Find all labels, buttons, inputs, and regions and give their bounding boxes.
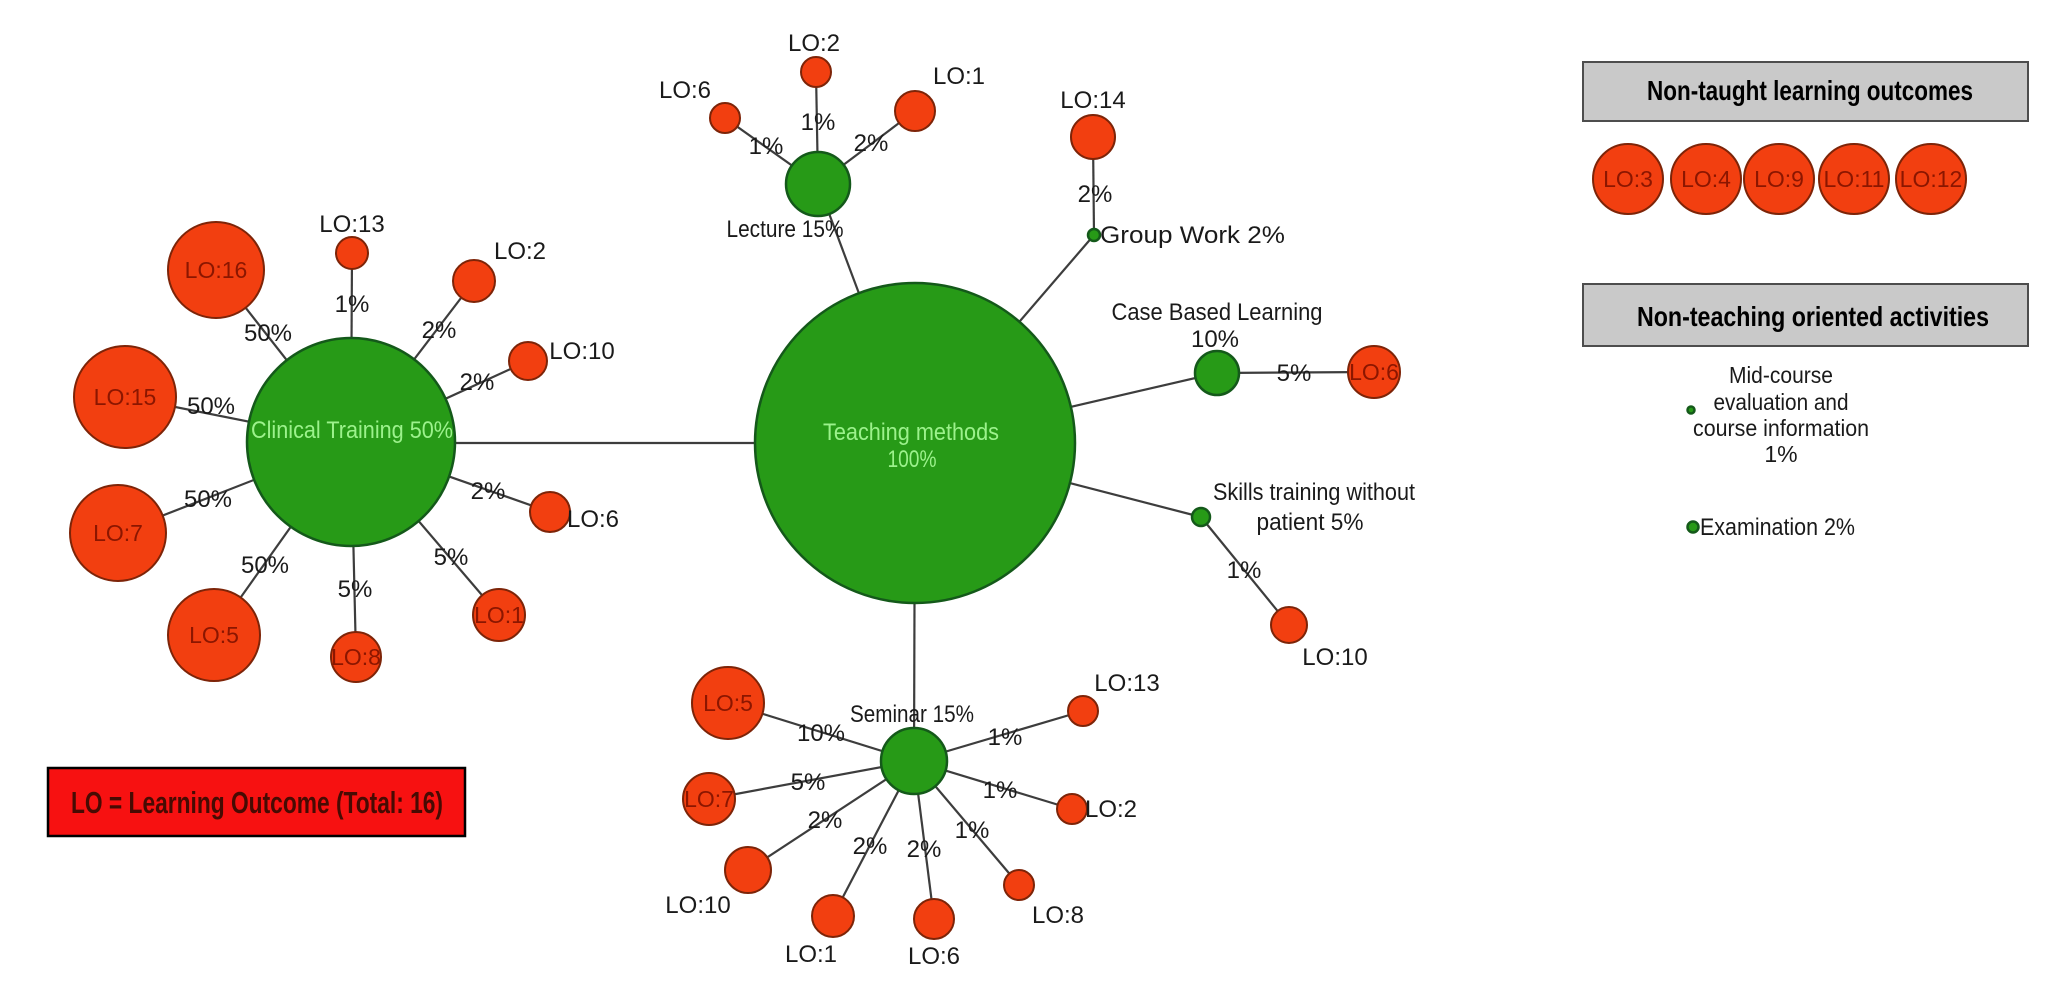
svg-text:2%: 2% bbox=[471, 478, 506, 505]
svg-text:LO:8: LO:8 bbox=[331, 644, 381, 670]
svg-text:LO:2: LO:2 bbox=[788, 30, 840, 57]
svg-text:LO = Learning Outcome (Total:: LO = Learning Outcome (Total: 16) bbox=[71, 785, 443, 820]
svg-text:Clinical Training 50%: Clinical Training 50% bbox=[251, 417, 453, 444]
svg-text:LO:10: LO:10 bbox=[549, 338, 614, 365]
svg-text:LO:2: LO:2 bbox=[1085, 796, 1137, 823]
svg-text:2%: 2% bbox=[808, 807, 843, 834]
svg-text:1%: 1% bbox=[1764, 441, 1797, 467]
svg-text:patient 5%: patient 5% bbox=[1257, 509, 1364, 536]
svg-text:LO:13: LO:13 bbox=[1094, 670, 1159, 697]
svg-text:1%: 1% bbox=[1227, 557, 1262, 584]
svg-text:Mid-course: Mid-course bbox=[1729, 362, 1833, 388]
svg-text:Examination 2%: Examination 2% bbox=[1700, 514, 1855, 541]
svg-text:Skills training without: Skills training without bbox=[1213, 479, 1415, 506]
svg-text:2%: 2% bbox=[460, 369, 495, 396]
svg-text:LO:8: LO:8 bbox=[1032, 902, 1084, 929]
svg-text:5%: 5% bbox=[1277, 360, 1312, 387]
svg-text:LO:5: LO:5 bbox=[189, 622, 239, 648]
svg-text:50%: 50% bbox=[187, 393, 235, 420]
svg-text:Non-taught learning outcomes: Non-taught learning outcomes bbox=[1647, 75, 1973, 106]
svg-text:LO:13: LO:13 bbox=[319, 211, 384, 238]
svg-text:2%: 2% bbox=[422, 317, 457, 344]
svg-text:1%: 1% bbox=[988, 724, 1023, 751]
svg-text:5%: 5% bbox=[791, 769, 826, 796]
svg-text:2%: 2% bbox=[1078, 181, 1113, 208]
svg-text:LO:10: LO:10 bbox=[1302, 644, 1367, 671]
svg-text:LO:6: LO:6 bbox=[1349, 359, 1399, 385]
svg-text:evaluation and: evaluation and bbox=[1714, 389, 1849, 415]
svg-text:5%: 5% bbox=[434, 544, 469, 571]
svg-text:2%: 2% bbox=[907, 836, 942, 863]
svg-text:10%: 10% bbox=[1191, 326, 1239, 353]
svg-text:Non-teaching oriented activiti: Non-teaching oriented activities bbox=[1637, 301, 1989, 332]
svg-text:LO:4: LO:4 bbox=[1681, 166, 1731, 192]
svg-text:Teaching methods: Teaching methods bbox=[823, 419, 999, 446]
svg-text:2%: 2% bbox=[854, 130, 889, 157]
svg-text:LO:15: LO:15 bbox=[94, 384, 157, 410]
svg-text:Case Based Learning: Case Based Learning bbox=[1112, 299, 1323, 326]
svg-text:LO:10: LO:10 bbox=[665, 892, 730, 919]
svg-text:LO:6: LO:6 bbox=[659, 77, 711, 104]
svg-text:50%: 50% bbox=[244, 320, 292, 347]
svg-text:LO:3: LO:3 bbox=[1603, 166, 1653, 192]
svg-text:100%: 100% bbox=[888, 446, 937, 473]
svg-text:LO:2: LO:2 bbox=[494, 238, 546, 265]
svg-text:1%: 1% bbox=[801, 109, 836, 136]
svg-text:LO:7: LO:7 bbox=[93, 520, 143, 546]
svg-text:LO:9: LO:9 bbox=[1754, 166, 1804, 192]
svg-text:LO:1: LO:1 bbox=[474, 602, 524, 628]
svg-text:LO:7: LO:7 bbox=[684, 786, 734, 812]
svg-text:50%: 50% bbox=[241, 552, 289, 579]
svg-text:1%: 1% bbox=[983, 777, 1018, 804]
svg-text:LO:1: LO:1 bbox=[785, 941, 837, 968]
svg-text:1%: 1% bbox=[955, 817, 990, 844]
svg-text:1%: 1% bbox=[335, 291, 370, 318]
svg-text:LO:11: LO:11 bbox=[1824, 166, 1885, 192]
svg-text:LO:6: LO:6 bbox=[567, 506, 619, 533]
svg-text:LO:5: LO:5 bbox=[703, 690, 753, 716]
svg-text:10%: 10% bbox=[797, 720, 845, 747]
svg-text:LO:6: LO:6 bbox=[908, 943, 960, 970]
svg-text:LO:12: LO:12 bbox=[1900, 166, 1963, 192]
svg-text:LO:16: LO:16 bbox=[185, 257, 248, 283]
svg-text:50%: 50% bbox=[184, 486, 232, 513]
svg-text:Lecture 15%: Lecture 15% bbox=[727, 216, 844, 243]
svg-text:Seminar 15%: Seminar 15% bbox=[850, 701, 974, 728]
svg-text:LO:14: LO:14 bbox=[1060, 87, 1125, 114]
svg-text:Group Work 2%: Group Work 2% bbox=[1100, 222, 1285, 249]
svg-text:1%: 1% bbox=[749, 133, 784, 160]
svg-text:5%: 5% bbox=[338, 576, 373, 603]
svg-text:LO:1: LO:1 bbox=[933, 63, 985, 90]
svg-text:course information: course information bbox=[1693, 415, 1869, 441]
svg-text:2%: 2% bbox=[853, 833, 888, 860]
